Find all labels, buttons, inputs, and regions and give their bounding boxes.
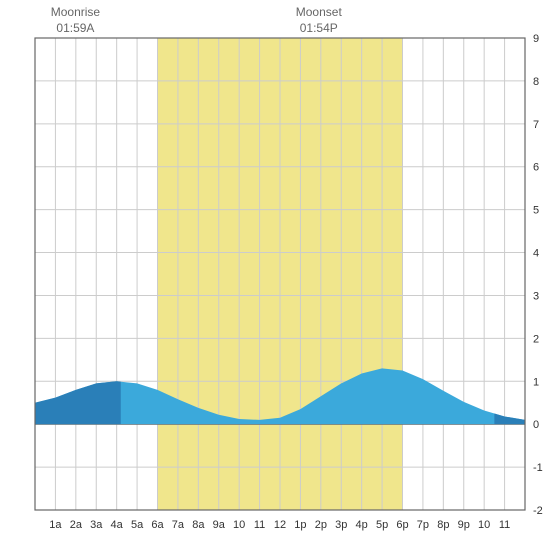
x-tick-label: 5a [131, 519, 144, 531]
moonset-title: Moonset [296, 5, 342, 19]
x-tick-label: 6a [151, 519, 164, 531]
x-tick-label: 11 [499, 519, 510, 531]
x-tick-label: 4a [111, 519, 124, 531]
moonrise-title: Moonrise [51, 5, 100, 19]
x-tick-label: 6p [396, 519, 408, 531]
x-tick-label: 2a [70, 519, 83, 531]
x-tick-label: 12 [274, 519, 286, 531]
x-tick-label: 5p [376, 519, 388, 531]
x-tick-label: 10 [478, 519, 490, 531]
x-tick-label: 9a [213, 519, 226, 531]
y-tick-label: -1 [533, 462, 543, 474]
y-tick-label: 8 [533, 76, 539, 88]
moonset-label: Moonset 01:54P [279, 5, 359, 36]
x-tick-label: 7p [417, 519, 429, 531]
moonrise-label: Moonrise 01:59A [35, 5, 115, 36]
header-labels: Moonrise 01:59A Moonset 01:54P [0, 5, 550, 35]
x-tick-label: 10 [233, 519, 245, 531]
chart-svg: -2-101234567891a2a3a4a5a6a7a8a9a1011121p… [0, 0, 550, 550]
x-tick-label: 8p [437, 519, 449, 531]
x-tick-label: 1a [49, 519, 62, 531]
x-tick-label: 9p [458, 519, 470, 531]
y-tick-label: 3 [533, 290, 539, 302]
y-tick-label: 4 [533, 248, 539, 260]
y-tick-label: 5 [533, 205, 539, 217]
x-tick-label: 3a [90, 519, 103, 531]
x-tick-label: 11 [254, 519, 265, 531]
y-tick-label: 7 [533, 119, 539, 131]
y-tick-label: -2 [533, 505, 543, 517]
x-tick-label: 3p [335, 519, 347, 531]
x-tick-label: 8a [192, 519, 205, 531]
x-tick-label: 4p [356, 519, 368, 531]
x-tick-label: 2p [315, 519, 327, 531]
y-tick-label: 1 [533, 376, 539, 388]
x-tick-label: 1p [294, 519, 306, 531]
y-tick-label: 2 [533, 333, 539, 345]
y-tick-label: 0 [533, 419, 539, 431]
x-tick-label: 7a [172, 519, 185, 531]
moonrise-time: 01:59A [56, 21, 94, 35]
y-tick-label: 6 [533, 162, 539, 174]
moonset-time: 01:54P [300, 21, 338, 35]
tide-chart: Moonrise 01:59A Moonset 01:54P -2-101234… [0, 0, 550, 550]
